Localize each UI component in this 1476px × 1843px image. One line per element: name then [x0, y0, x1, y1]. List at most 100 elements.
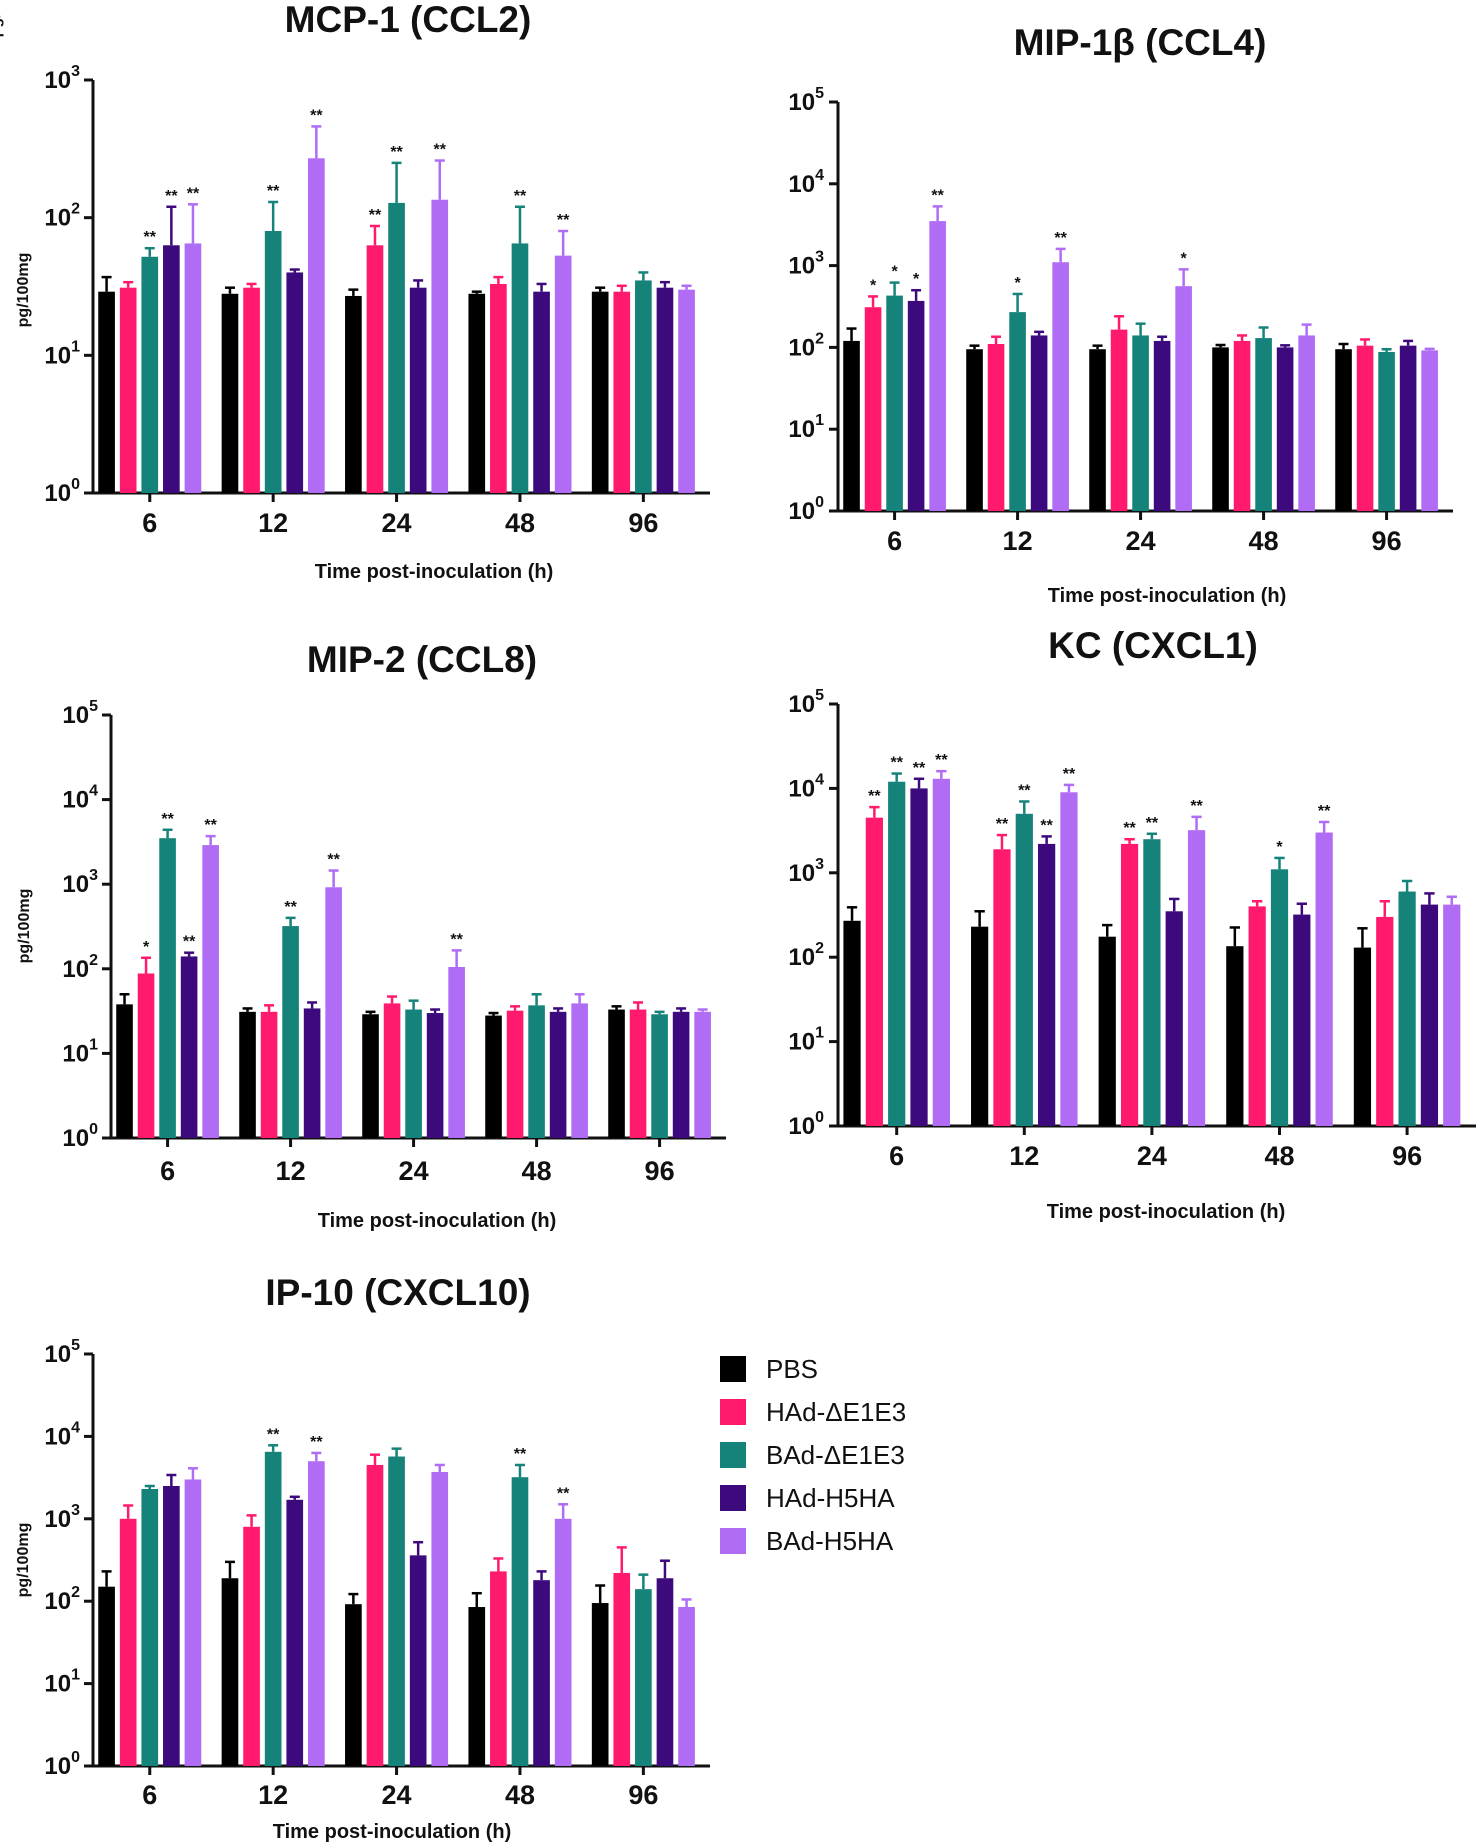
- significance-label: **: [1054, 230, 1067, 247]
- y-tick-label: 100: [788, 494, 824, 525]
- bar: [1378, 351, 1395, 511]
- bar: [843, 340, 860, 511]
- bar: [409, 1555, 427, 1766]
- y-tick-base: 10: [788, 171, 815, 198]
- x-tick-label: 48: [1264, 1141, 1294, 1171]
- bar: [678, 289, 695, 493]
- y-axis-label: pg/100mg: [0, 0, 4, 37]
- bar: [221, 1578, 239, 1766]
- bar: [1038, 843, 1056, 1126]
- chart-ip10: IP-10 (CXCL10)100101102103104105pg/100mg…: [15, 1272, 710, 1843]
- y-tick-base: 10: [62, 787, 89, 814]
- y-tick-exponent: 5: [71, 1337, 80, 1354]
- bar: [1315, 832, 1333, 1126]
- bar: [672, 1011, 690, 1138]
- bar: [907, 300, 925, 511]
- significance-label: **: [434, 142, 447, 159]
- significance-label: **: [1040, 817, 1053, 834]
- bar: [448, 967, 465, 1138]
- y-tick-base: 10: [44, 1506, 71, 1533]
- bar: [239, 1011, 256, 1138]
- y-tick-exponent: 5: [89, 698, 98, 715]
- bar: [405, 1009, 422, 1138]
- bar: [1132, 335, 1149, 511]
- significance-label: *: [1181, 250, 1188, 267]
- bar: [533, 1580, 550, 1766]
- bar: [864, 307, 882, 511]
- y-tick-label: 104: [62, 783, 98, 814]
- y-tick-base: 10: [62, 1040, 89, 1067]
- bar: [533, 291, 550, 493]
- legend: PBS HAd-ΔE1E3 BAd-ΔE1E3 HAd-H5HA BAd-H5HA: [720, 1354, 906, 1556]
- x-tick-label: 24: [382, 508, 412, 538]
- significance-label: **: [931, 187, 944, 204]
- bar: [243, 287, 260, 493]
- y-tick-label: 103: [44, 1502, 80, 1533]
- bar: [366, 1464, 384, 1766]
- significance-label: **: [514, 1446, 527, 1463]
- x-axis-label: Time post-inoculation (h): [318, 1210, 557, 1232]
- significance-label: *: [870, 277, 877, 294]
- x-axis-label: Time post-inoculation (h): [1047, 1201, 1286, 1223]
- y-tick-label: 101: [788, 412, 824, 443]
- y-tick-label: 103: [44, 63, 80, 94]
- bar: [1052, 262, 1069, 511]
- y-tick-base: 10: [44, 1588, 71, 1615]
- bar: [656, 1578, 674, 1766]
- legend-swatch: [720, 1399, 746, 1425]
- chart-title: IP-10 (CXCL10): [265, 1272, 530, 1313]
- y-tick-exponent: 4: [815, 167, 824, 184]
- bar: [1098, 936, 1116, 1126]
- legend-swatch: [720, 1356, 746, 1382]
- x-tick-label: 96: [628, 1780, 658, 1810]
- bar: [286, 272, 304, 493]
- x-tick-label: 96: [645, 1156, 675, 1186]
- x-tick-label: 24: [382, 1780, 412, 1810]
- bar: [1335, 349, 1352, 511]
- bar: [1060, 792, 1078, 1126]
- bar: [1153, 340, 1171, 511]
- significance-label: **: [1146, 815, 1159, 832]
- bar: [345, 295, 362, 493]
- y-tick-exponent: 3: [71, 1502, 80, 1519]
- bar: [971, 926, 989, 1126]
- bar: [511, 243, 529, 493]
- y-tick-label: 101: [62, 1036, 98, 1067]
- y-tick-label: 104: [44, 1419, 80, 1450]
- y-tick-base: 10: [44, 1341, 71, 1368]
- x-tick-label: 12: [258, 508, 288, 538]
- y-tick-exponent: 3: [815, 249, 824, 266]
- bar: [1226, 946, 1244, 1126]
- legend-swatch: [720, 1485, 746, 1511]
- significance-label: **: [284, 899, 297, 916]
- significance-label: **: [369, 207, 382, 224]
- y-tick-label: 105: [788, 687, 824, 718]
- x-tick-label: 48: [505, 508, 535, 538]
- bar: [888, 781, 906, 1126]
- y-tick-base: 10: [788, 498, 815, 525]
- bar: [554, 255, 572, 493]
- bar: [409, 287, 427, 493]
- bar: [264, 231, 282, 494]
- x-axis-label: Time post-inoculation (h): [273, 1821, 512, 1843]
- y-tick-base: 10: [788, 253, 815, 280]
- bar: [1009, 312, 1026, 511]
- significance-label: **: [557, 212, 570, 229]
- bar: [286, 1499, 304, 1766]
- bar: [221, 293, 239, 493]
- significance-label: **: [165, 188, 178, 205]
- bar: [1248, 906, 1266, 1126]
- bar: [932, 778, 950, 1126]
- bar: [490, 283, 507, 493]
- bar: [591, 291, 609, 493]
- significance-label: **: [310, 1434, 323, 1451]
- y-tick-exponent: 3: [815, 856, 824, 873]
- y-tick-exponent: 2: [71, 201, 80, 218]
- y-tick-exponent: 4: [89, 783, 98, 800]
- bar: [1212, 347, 1229, 511]
- bar: [362, 1014, 379, 1138]
- bar: [571, 1003, 588, 1138]
- x-tick-label: 12: [1009, 1141, 1039, 1171]
- bar: [383, 1003, 401, 1138]
